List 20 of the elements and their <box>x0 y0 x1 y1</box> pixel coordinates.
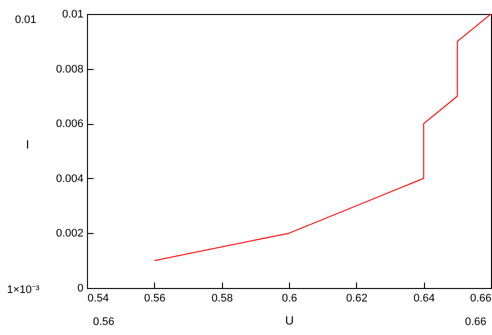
x-axis-title: U <box>285 314 294 328</box>
y-tick-label: 0.01 <box>62 8 84 20</box>
text: 1×10⁻³ <box>7 284 40 296</box>
x-tick-label: 0.56 <box>144 292 166 304</box>
y-tick-label: 0.002 <box>56 228 84 240</box>
y-tick-label: 0.006 <box>56 118 84 130</box>
y-axis-title: I <box>26 138 30 152</box>
x-tick-label: 0.54 <box>88 292 109 304</box>
x-tick-label: 0.66 <box>470 292 492 304</box>
text: 0.56 <box>93 316 114 328</box>
text: 0.66 <box>465 316 486 328</box>
x-tick-label: 0.64 <box>413 292 435 304</box>
x-tick-label: 0.58 <box>211 292 233 304</box>
y-tick-label: 0.008 <box>56 63 84 76</box>
y-tick-label: 0 <box>77 282 84 294</box>
x-tick-label: 0.62 <box>346 292 368 304</box>
y-tick-label: 0.004 <box>56 172 84 185</box>
line-series <box>154 14 492 262</box>
text: 0.01 <box>15 14 36 26</box>
x-tick-label: 0.6 <box>282 292 298 304</box>
